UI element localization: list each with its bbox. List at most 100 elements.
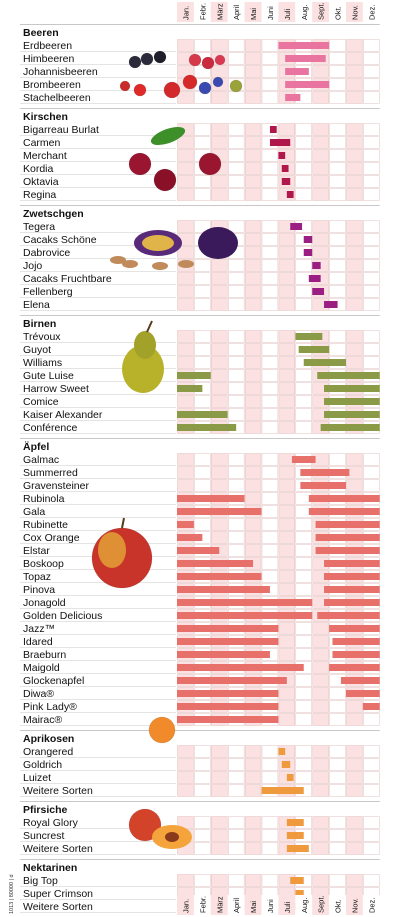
- grid-cell: [211, 343, 228, 356]
- variety-label: Johannisbeeren: [23, 66, 98, 78]
- grid-cell: [295, 188, 312, 201]
- peach-icon: [128, 808, 162, 842]
- grid-cell: [312, 874, 329, 887]
- grid-cell: [211, 842, 228, 855]
- grid-cell: [244, 771, 262, 784]
- grid-cell: [211, 758, 228, 771]
- grid-cell: [261, 842, 279, 855]
- grid-cell: [363, 188, 380, 201]
- season-bar: [177, 372, 211, 379]
- grid-cell: [346, 246, 363, 259]
- grid-cell: [329, 842, 346, 855]
- variety-label: Erdbeeren: [23, 40, 72, 52]
- grid-cell: [194, 188, 211, 201]
- month-bottom-label: Aug.: [300, 898, 309, 913]
- month-top-band: [193, 2, 211, 22]
- month-bottom-band: [261, 895, 279, 915]
- grid-cell: [363, 246, 380, 259]
- grid-cell: [329, 285, 346, 298]
- season-bar: [286, 845, 309, 852]
- grid-cell: [278, 272, 295, 285]
- season-bar: [177, 664, 304, 671]
- grid-cell: [295, 583, 312, 596]
- grid-cell: [194, 259, 211, 272]
- grid-cell: [329, 874, 346, 887]
- grid-cell: [211, 382, 228, 395]
- season-bar: [285, 68, 309, 75]
- season-bar: [320, 424, 380, 431]
- season-bar: [281, 178, 291, 185]
- grid-cell: [244, 343, 262, 356]
- grid-cell: [194, 816, 211, 829]
- season-bar: [298, 346, 330, 353]
- grid-cell: [346, 758, 363, 771]
- grid-cell: [261, 188, 279, 201]
- grid-cell: [312, 149, 329, 162]
- season-bar: [177, 716, 279, 723]
- grid-cell: [261, 175, 279, 188]
- grid-cell: [363, 816, 380, 829]
- grid-cell: [363, 259, 380, 272]
- grid-cell: [211, 466, 228, 479]
- grid-cell: [363, 479, 380, 492]
- pear-icon: [122, 345, 164, 393]
- grid-cell: [312, 175, 329, 188]
- variety-label: Tegera: [23, 221, 55, 233]
- grid-cell: [295, 149, 312, 162]
- grid-cell: [312, 784, 329, 797]
- grid-cell: [194, 356, 211, 369]
- grid-cell: [278, 298, 295, 311]
- grid-cell: [329, 188, 346, 201]
- section-header-bg: [0, 438, 176, 453]
- berry-icon: [133, 83, 147, 97]
- grid-cell: [329, 784, 346, 797]
- grid-cell: [227, 65, 245, 78]
- grid-cell: [244, 272, 262, 285]
- season-bar: [312, 262, 321, 269]
- grid-cell: [363, 65, 380, 78]
- month-bottom-band: [244, 895, 262, 915]
- grid-cell: [295, 687, 312, 700]
- apricot-icon: [148, 716, 176, 744]
- variety-label: Gute Luise: [23, 370, 74, 382]
- season-bar: [303, 359, 346, 366]
- grid-cell: [211, 771, 228, 784]
- grid-cell: [261, 557, 279, 570]
- section-title: Aprikosen: [23, 733, 74, 745]
- grid-cell: [363, 829, 380, 842]
- grid-cell: [211, 531, 228, 544]
- grid-cell: [244, 330, 262, 343]
- season-bar: [286, 774, 294, 781]
- grid-cell: [346, 65, 363, 78]
- season-bar: [177, 573, 262, 580]
- grid-cell: [295, 674, 312, 687]
- grid-cell: [278, 505, 295, 518]
- grid-cell: [177, 220, 194, 233]
- variety-label: Kordia: [23, 163, 54, 175]
- month-bottom-label: März: [215, 896, 224, 913]
- grid-cell: [346, 272, 363, 285]
- grid-cell: [261, 39, 279, 52]
- grid-cell: [295, 175, 312, 188]
- variety-label: Carmen: [23, 137, 61, 149]
- grid-cell: [194, 829, 211, 842]
- variety-label: Merchant: [23, 150, 67, 162]
- grid-cell: [244, 188, 262, 201]
- grid-cell: [363, 784, 380, 797]
- grid-cell: [346, 91, 363, 104]
- grid-cell: [346, 784, 363, 797]
- section-header-bg: [0, 205, 176, 220]
- grid-cell: [211, 298, 228, 311]
- grid-cell: [211, 874, 228, 887]
- grid-cell: [312, 745, 329, 758]
- variety-label: Summerred: [23, 467, 78, 479]
- grid-cell: [295, 745, 312, 758]
- grid-cell: [244, 65, 262, 78]
- grid-cell: [244, 829, 262, 842]
- grid-cell: [211, 829, 228, 842]
- section-title: Äpfel: [23, 440, 49, 453]
- variety-label: Conférence: [23, 422, 77, 434]
- section-header-bg: [0, 730, 176, 745]
- variety-label: Kaiser Alexander: [23, 409, 103, 421]
- grid-cell: [261, 771, 279, 784]
